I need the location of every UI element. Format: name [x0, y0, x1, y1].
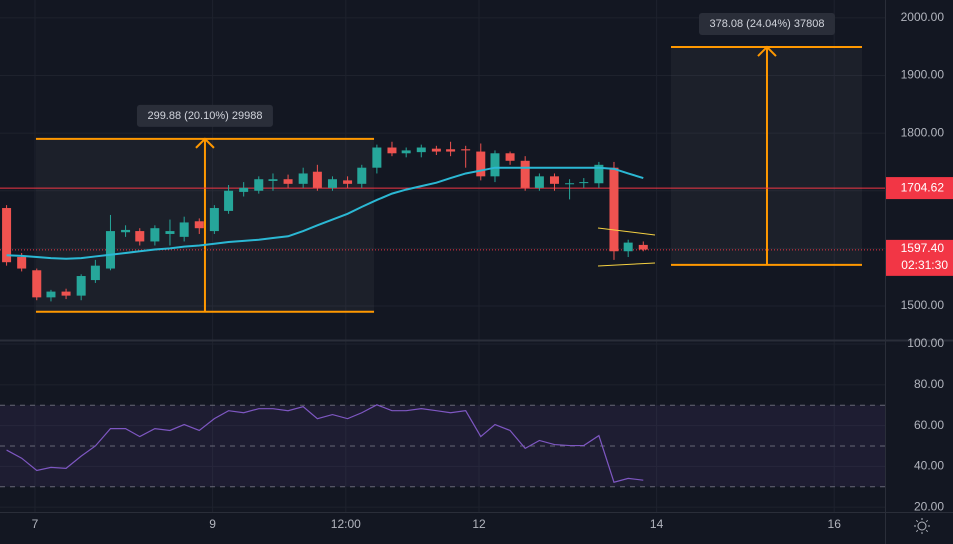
candle-body — [239, 187, 249, 192]
y-tick-label: 80.00 — [914, 377, 944, 391]
candle-body — [505, 153, 515, 161]
candle-body — [327, 179, 337, 188]
candle-body — [46, 291, 56, 298]
arrow-head — [757, 45, 777, 57]
candle-body — [283, 179, 293, 184]
measure-label-box — [698, 13, 835, 36]
candle-body — [387, 147, 397, 154]
last-price-badge — [886, 239, 953, 276]
x-tick-label: 12:00 — [331, 517, 361, 531]
candle-body — [32, 270, 42, 298]
settings-icon[interactable] — [914, 518, 930, 534]
candle-body — [61, 291, 71, 296]
y-tick-label: 2000.00 — [901, 10, 945, 24]
candle-body — [179, 222, 189, 237]
candle-body — [609, 167, 619, 252]
candle-body — [135, 231, 145, 242]
pattern-line — [597, 227, 656, 236]
candle-body — [594, 164, 604, 184]
candle-body — [209, 208, 219, 232]
candle-body — [638, 244, 648, 250]
last-price-label: 1597.40 — [901, 241, 945, 255]
candle-body — [549, 176, 559, 184]
candle-body — [623, 242, 633, 252]
candle-body — [357, 167, 367, 184]
y-tick-label: 1800.00 — [901, 125, 945, 139]
moving-average — [6, 166, 644, 260]
candle-body — [105, 231, 115, 269]
candle-body — [194, 221, 204, 229]
x-tick-label: 16 — [828, 517, 842, 531]
main-layer: 299.88 (20.10%) 29988 378.08 (24.04%) 378… — [0, 13, 885, 488]
y-tick-label: 60.00 — [914, 418, 944, 432]
candle-body — [90, 265, 100, 281]
candle-body — [224, 190, 234, 211]
candle-body — [401, 150, 411, 154]
measure-label: 378.08 (24.04%) 37808 — [709, 18, 824, 30]
candle-body — [520, 160, 530, 188]
candle-body — [121, 229, 131, 233]
grid-layer — [0, 0, 885, 512]
measure-label-box — [136, 104, 273, 127]
axis-layer: 7912:001214161500.001600.001700.001800.0… — [32, 10, 953, 531]
candle-body — [17, 257, 27, 269]
y-tick-label: 20.00 — [914, 499, 944, 513]
candle-body — [565, 183, 575, 185]
candle-body — [490, 153, 500, 177]
candle-body — [268, 179, 278, 181]
candle-body — [165, 231, 175, 234]
x-tick-label: 7 — [32, 517, 39, 531]
arrow-head — [195, 137, 215, 149]
y-tick-label: 1500.00 — [901, 298, 945, 312]
candle-body — [579, 182, 589, 184]
price-line-label: 1704.62 — [901, 180, 945, 194]
candle-body — [534, 176, 544, 188]
candle-body — [298, 173, 308, 184]
candle-body — [416, 147, 426, 153]
candle-body — [372, 147, 382, 168]
candle-body — [476, 151, 486, 177]
candle-body — [312, 171, 322, 188]
x-tick-label: 12 — [472, 517, 486, 531]
countdown: 02:31:30 — [901, 258, 948, 272]
price-line-badge — [886, 177, 953, 200]
candle-body — [76, 276, 86, 296]
candle-body — [461, 149, 471, 151]
candle-body — [446, 149, 456, 152]
x-tick-label: 14 — [650, 517, 664, 531]
candle-body — [343, 180, 353, 184]
rsi-line — [6, 404, 644, 483]
measure-label: 299.88 (20.10%) 29988 — [147, 110, 262, 122]
candle-body — [150, 228, 160, 242]
x-tick-label: 9 — [209, 517, 216, 531]
candle-body — [431, 148, 441, 152]
y-tick-label: 40.00 — [914, 459, 944, 473]
pattern-line — [597, 262, 656, 267]
candle-body — [2, 208, 12, 263]
candle-body — [254, 179, 264, 191]
y-tick-label: 100.00 — [907, 336, 944, 350]
y-tick-label: 1900.00 — [901, 68, 945, 82]
